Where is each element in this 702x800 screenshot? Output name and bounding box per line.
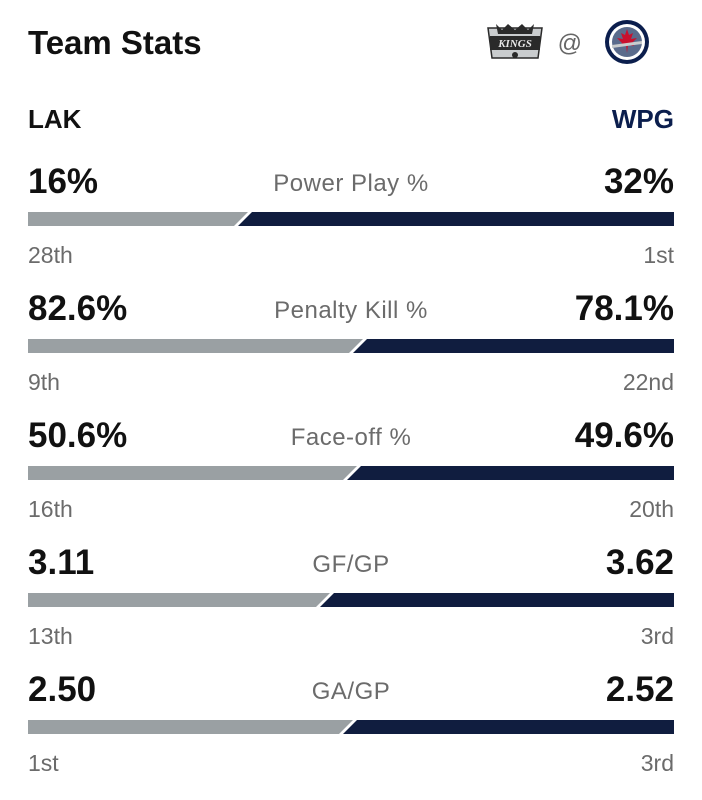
stat-label: Face-off %: [290, 424, 412, 451]
away-stat-value: 3.11: [28, 543, 95, 582]
away-stat-rank: 9th: [28, 369, 60, 395]
stat-row: 16% Power Play % 32% 28th 1st: [28, 162, 674, 282]
stat-row: 82.6% Penalty Kill % 78.1% 9th 22nd: [28, 289, 674, 409]
home-stat-value: 2.52: [605, 670, 674, 709]
home-stat-rank: 3rd: [640, 750, 674, 776]
away-stat-rank: 28th: [28, 242, 73, 268]
svg-text:KINGS: KINGS: [497, 38, 532, 50]
away-stat-value: 50.6%: [28, 416, 128, 455]
home-bar: [343, 720, 674, 734]
stat-label: Power Play %: [273, 170, 429, 197]
home-stat-value: 3.62: [605, 543, 674, 582]
away-team-abbr: LAK: [28, 104, 82, 134]
comparison-bar: [28, 466, 674, 480]
home-bar: [347, 466, 674, 480]
home-team-abbr: WPG: [611, 104, 674, 134]
stat-label: GF/GP: [312, 551, 390, 578]
stat-row: 2.50 GA/GP 2.52 1st 3rd: [28, 670, 674, 790]
stat-row: 50.6% Face-off % 49.6% 16th 20th: [28, 416, 674, 536]
kings-logo-icon[interactable]: KINGS: [482, 22, 548, 64]
page-title: Team Stats: [28, 24, 202, 61]
away-stat-rank: 13th: [28, 623, 73, 649]
home-stat-rank: 1st: [643, 242, 674, 268]
at-separator: @: [557, 30, 582, 57]
comparison-bar: [28, 593, 674, 607]
away-stat-rank: 1st: [28, 750, 59, 776]
stat-row: 3.11 GF/GP 3.62 13th 3rd: [28, 543, 674, 663]
jets-logo-icon[interactable]: [604, 19, 650, 65]
away-stat-value: 82.6%: [28, 289, 128, 328]
away-bar: [28, 339, 363, 353]
away-bar: [28, 593, 330, 607]
home-stat-value: 32%: [603, 162, 674, 201]
away-stat-rank: 16th: [28, 496, 73, 522]
away-bar: [28, 720, 353, 734]
home-bar: [238, 212, 674, 226]
away-stat-value: 16%: [28, 162, 99, 201]
home-stat-value: 49.6%: [574, 416, 674, 455]
comparison-bar: [28, 212, 674, 226]
stat-label: GA/GP: [311, 678, 391, 705]
home-stat-rank: 20th: [629, 496, 674, 522]
away-stat-value: 2.50: [28, 670, 97, 709]
away-bar: [28, 212, 248, 226]
header: Team Stats KINGS @: [28, 18, 674, 68]
stat-label: Penalty Kill %: [274, 297, 428, 324]
team-abbreviations: LAK WPG: [28, 104, 674, 136]
comparison-bar: [28, 720, 674, 734]
comparison-bar: [28, 339, 674, 353]
away-bar: [28, 466, 357, 480]
home-stat-value: 78.1%: [574, 289, 674, 328]
home-stat-rank: 22nd: [622, 369, 674, 395]
home-bar: [320, 593, 674, 607]
home-stat-rank: 3rd: [640, 623, 674, 649]
home-bar: [353, 339, 674, 353]
